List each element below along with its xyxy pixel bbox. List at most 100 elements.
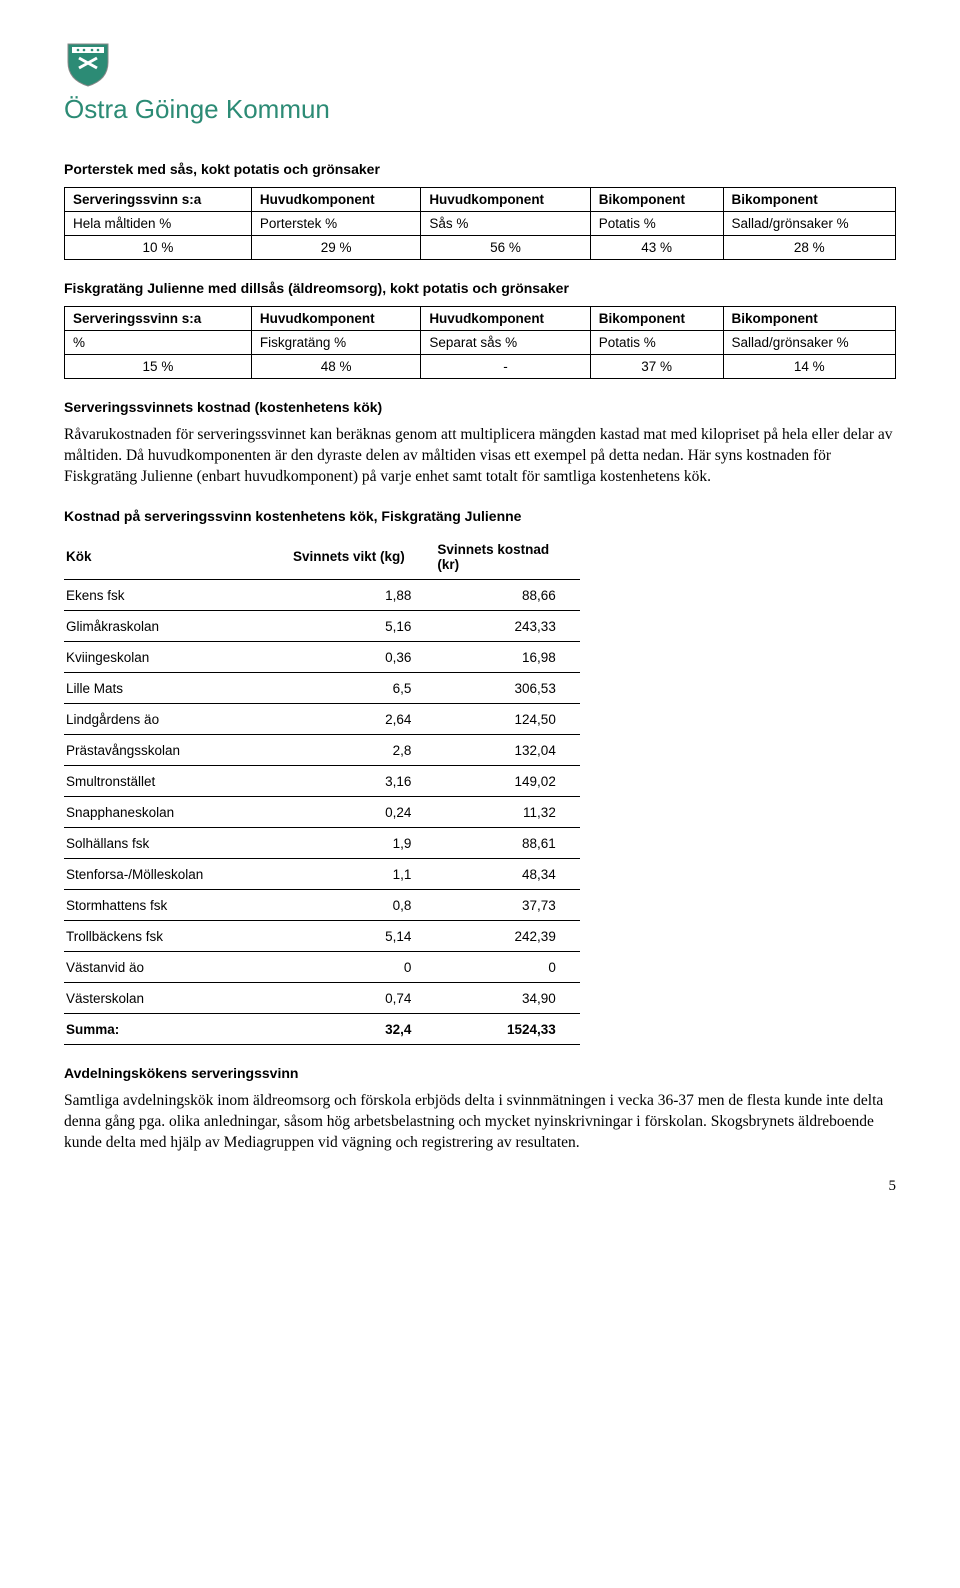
cell-value: 10 % — [65, 236, 252, 260]
cost-row: Prästavångsskolan2,8132,04 — [64, 734, 580, 765]
table-label-row: % Fiskgratäng % Separat sås % Potatis % … — [65, 331, 896, 355]
cost-cell-kok: Ekens fsk — [64, 579, 291, 610]
organization-name: Östra Göinge Kommun — [64, 94, 896, 125]
cost-row: Trollbäckens fsk5,14242,39 — [64, 920, 580, 951]
col-header: Huvudkomponent — [251, 307, 420, 331]
cost-cell-vikt: 2,64 — [291, 703, 435, 734]
table-cost: Kök Svinnets vikt (kg) Svinnets kostnad … — [64, 534, 580, 1045]
cost-cell-vikt: 1,88 — [291, 579, 435, 610]
cost-cell-vikt: 0,74 — [291, 982, 435, 1013]
cost-sum-label: Summa: — [64, 1013, 291, 1044]
cost-row: Ekens fsk1,8888,66 — [64, 579, 580, 610]
cost-row: Smultronstället3,16149,02 — [64, 765, 580, 796]
cost-table-title: Kostnad på serveringssvinn kostenhetens … — [64, 508, 896, 524]
cost-cell-vikt: 3,16 — [291, 765, 435, 796]
cost-cell-kok: Prästavångsskolan — [64, 734, 291, 765]
section-title-avdelning: Avdelningskökens serveringssvinn — [64, 1065, 896, 1081]
cost-cell-kostnad: 88,66 — [435, 579, 579, 610]
cost-row-sum: Summa:32,41524,33 — [64, 1013, 580, 1044]
section-title-kostnad: Serveringssvinnets kostnad (kostenhetens… — [64, 399, 896, 415]
cost-cell-vikt: 0,24 — [291, 796, 435, 827]
cell-value: 28 % — [723, 236, 895, 260]
table-value-row: 15 % 48 % - 37 % 14 % — [65, 355, 896, 379]
cost-row: Lille Mats6,5306,53 — [64, 672, 580, 703]
row-label: Porterstek % — [251, 212, 420, 236]
cost-cell-vikt: 1,9 — [291, 827, 435, 858]
cost-col-vikt: Svinnets vikt (kg) — [291, 534, 435, 580]
cost-sum-vikt: 32,4 — [291, 1013, 435, 1044]
col-header: Huvudkomponent — [421, 188, 590, 212]
cost-cell-vikt: 1,1 — [291, 858, 435, 889]
row-label: Sallad/grönsaker % — [723, 212, 895, 236]
cost-cell-vikt: 6,5 — [291, 672, 435, 703]
cost-cell-kok: Västanvid äo — [64, 951, 291, 982]
table-label-row: Hela måltiden % Porterstek % Sås % Potat… — [65, 212, 896, 236]
cost-row: Västerskolan0,7434,90 — [64, 982, 580, 1013]
section-title-fiskgratang: Fiskgratäng Julienne med dillsås (äldreo… — [64, 280, 896, 296]
cost-cell-kok: Glimåkraskolan — [64, 610, 291, 641]
cost-row: Kviingeskolan0,3616,98 — [64, 641, 580, 672]
cost-cell-kostnad: 16,98 — [435, 641, 579, 672]
cost-row: Solhällans fsk1,988,61 — [64, 827, 580, 858]
cost-cell-kok: Smultronstället — [64, 765, 291, 796]
cost-col-kok: Kök — [64, 534, 291, 580]
cost-header-row: Kök Svinnets vikt (kg) Svinnets kostnad … — [64, 534, 580, 580]
cell-value: 37 % — [590, 355, 723, 379]
table-header-row: Serveringssvinn s:a Huvudkomponent Huvud… — [65, 188, 896, 212]
cell-value: 15 % — [65, 355, 252, 379]
cost-row: Glimåkraskolan5,16243,33 — [64, 610, 580, 641]
cost-cell-kostnad: 242,39 — [435, 920, 579, 951]
cell-value: 43 % — [590, 236, 723, 260]
cost-cell-kostnad: 48,34 — [435, 858, 579, 889]
cost-cell-kok: Stormhattens fsk — [64, 889, 291, 920]
cell-value: 48 % — [251, 355, 420, 379]
row-label: Separat sås % — [421, 331, 590, 355]
table-value-row: 10 % 29 % 56 % 43 % 28 % — [65, 236, 896, 260]
col-header: Serveringssvinn s:a — [65, 188, 252, 212]
table-porterstek: Serveringssvinn s:a Huvudkomponent Huvud… — [64, 187, 896, 260]
cost-row: Stormhattens fsk0,837,73 — [64, 889, 580, 920]
row-label: % — [65, 331, 252, 355]
cost-cell-vikt: 2,8 — [291, 734, 435, 765]
cost-cell-kok: Snapphaneskolan — [64, 796, 291, 827]
paragraph-kostnad: Råvarukostnaden för serveringssvinnet ka… — [64, 425, 896, 488]
cell-value: 56 % — [421, 236, 590, 260]
row-label: Potatis % — [590, 331, 723, 355]
row-label: Sås % — [421, 212, 590, 236]
col-header: Huvudkomponent — [251, 188, 420, 212]
col-header: Huvudkomponent — [421, 307, 590, 331]
cost-cell-kok: Lindgårdens äo — [64, 703, 291, 734]
cost-row: Snapphaneskolan0,2411,32 — [64, 796, 580, 827]
cell-value: 14 % — [723, 355, 895, 379]
cost-cell-kok: Lille Mats — [64, 672, 291, 703]
row-label: Potatis % — [590, 212, 723, 236]
col-header: Bikomponent — [590, 307, 723, 331]
cost-cell-kostnad: 0 — [435, 951, 579, 982]
col-header: Bikomponent — [590, 188, 723, 212]
cost-cell-kostnad: 306,53 — [435, 672, 579, 703]
cost-sum-kostnad: 1524,33 — [435, 1013, 579, 1044]
cost-cell-vikt: 5,16 — [291, 610, 435, 641]
cost-cell-kok: Västerskolan — [64, 982, 291, 1013]
cost-cell-kostnad: 37,73 — [435, 889, 579, 920]
cost-cell-kok: Solhällans fsk — [64, 827, 291, 858]
cost-cell-kok: Trollbäckens fsk — [64, 920, 291, 951]
cost-col-kostnad: Svinnets kostnad (kr) — [435, 534, 579, 580]
cost-cell-kostnad: 88,61 — [435, 827, 579, 858]
cost-cell-kostnad: 243,33 — [435, 610, 579, 641]
cost-cell-kostnad: 124,50 — [435, 703, 579, 734]
document-page: Östra Göinge Kommun Porterstek med sås, … — [0, 0, 960, 1235]
cost-cell-vikt: 0 — [291, 951, 435, 982]
cell-value: - — [421, 355, 590, 379]
municipality-emblem-icon — [64, 40, 112, 88]
cost-row: Lindgårdens äo2,64124,50 — [64, 703, 580, 734]
cost-cell-kok: Kviingeskolan — [64, 641, 291, 672]
row-label: Fiskgratäng % — [251, 331, 420, 355]
brand-header — [64, 40, 896, 88]
col-header: Bikomponent — [723, 188, 895, 212]
cost-cell-kostnad: 11,32 — [435, 796, 579, 827]
row-label: Sallad/grönsaker % — [723, 331, 895, 355]
cost-cell-vikt: 0,36 — [291, 641, 435, 672]
cost-cell-kostnad: 132,04 — [435, 734, 579, 765]
cost-cell-vikt: 5,14 — [291, 920, 435, 951]
